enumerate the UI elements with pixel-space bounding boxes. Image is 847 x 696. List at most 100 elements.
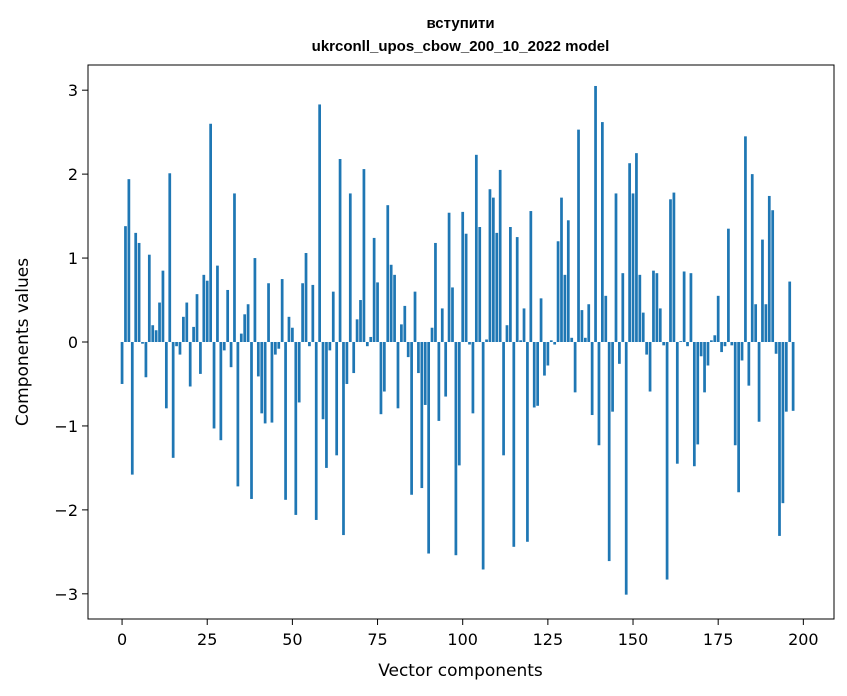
bar bbox=[727, 228, 730, 342]
x-tick-label: 25 bbox=[197, 630, 217, 649]
bar bbox=[536, 342, 540, 406]
x-tick-label: 100 bbox=[447, 630, 478, 649]
chart-title-line1: вступити bbox=[426, 15, 494, 32]
bar bbox=[744, 136, 747, 342]
bar bbox=[216, 265, 219, 342]
x-tick-label: 75 bbox=[367, 630, 387, 649]
bar bbox=[560, 197, 563, 342]
bar bbox=[454, 342, 458, 556]
bar bbox=[495, 232, 499, 342]
y-tick-label: 3 bbox=[68, 81, 78, 100]
bar bbox=[750, 174, 754, 342]
bar bbox=[147, 254, 151, 342]
bar bbox=[526, 342, 529, 542]
bar bbox=[168, 173, 172, 342]
bar bbox=[413, 291, 417, 342]
bar bbox=[604, 295, 608, 342]
bar bbox=[260, 342, 264, 414]
bar bbox=[580, 310, 584, 342]
bar bbox=[386, 205, 390, 342]
bar bbox=[485, 339, 488, 342]
bar bbox=[171, 342, 175, 458]
bar bbox=[359, 300, 362, 342]
bar bbox=[556, 241, 560, 342]
bar bbox=[451, 287, 454, 342]
bar bbox=[284, 342, 287, 500]
bar bbox=[641, 312, 645, 342]
y-tick-label: 0 bbox=[68, 333, 78, 352]
bar bbox=[209, 123, 212, 342]
bar bbox=[406, 342, 410, 358]
x-axis-label: Vector components bbox=[378, 661, 543, 681]
bar bbox=[164, 342, 168, 409]
bar bbox=[457, 342, 461, 466]
bar bbox=[345, 342, 349, 384]
bar bbox=[308, 342, 311, 347]
x-tick-label: 200 bbox=[788, 630, 819, 649]
y-tick-label: −3 bbox=[54, 585, 78, 604]
bar bbox=[331, 291, 335, 342]
bar bbox=[335, 342, 339, 456]
bar bbox=[761, 239, 764, 342]
x-axis-ticks: 0 25 50 75 100 125 150 175 200 bbox=[117, 619, 819, 649]
bar bbox=[250, 342, 253, 499]
bar bbox=[675, 342, 679, 464]
bar bbox=[502, 342, 505, 456]
bar bbox=[692, 342, 696, 467]
bar bbox=[243, 314, 247, 342]
bar bbox=[737, 342, 740, 493]
bar bbox=[393, 274, 396, 342]
bar bbox=[706, 342, 710, 366]
bar bbox=[372, 237, 376, 342]
bar bbox=[607, 342, 611, 562]
y-tick-label: 2 bbox=[68, 165, 78, 184]
bar bbox=[618, 342, 621, 364]
bar bbox=[199, 342, 202, 374]
bar bbox=[212, 342, 216, 429]
bar bbox=[672, 192, 676, 342]
bar bbox=[774, 342, 778, 354]
bar bbox=[376, 282, 379, 342]
bar bbox=[631, 193, 635, 342]
bar bbox=[144, 342, 148, 378]
bar bbox=[342, 342, 345, 536]
bar bbox=[417, 342, 420, 374]
bar bbox=[710, 340, 713, 342]
bar bbox=[498, 169, 502, 342]
bar bbox=[318, 104, 321, 342]
bar bbox=[233, 193, 236, 342]
bar bbox=[362, 169, 366, 342]
bar bbox=[120, 342, 124, 384]
bar bbox=[141, 342, 144, 344]
bar bbox=[355, 319, 359, 342]
bar bbox=[311, 284, 315, 342]
bar bbox=[655, 273, 659, 342]
bar bbox=[621, 273, 625, 342]
bar bbox=[273, 342, 277, 355]
bar bbox=[444, 342, 448, 397]
y-axis-label: Components values bbox=[13, 258, 33, 426]
bar bbox=[628, 163, 631, 342]
bar bbox=[686, 342, 689, 347]
bar bbox=[134, 232, 138, 342]
bar bbox=[270, 342, 274, 423]
bar bbox=[246, 304, 250, 342]
bar bbox=[509, 227, 512, 342]
bar bbox=[154, 330, 158, 342]
bar bbox=[689, 273, 693, 342]
bar bbox=[597, 342, 601, 446]
bar bbox=[382, 342, 386, 392]
bar bbox=[423, 342, 427, 405]
bar bbox=[573, 342, 577, 393]
bar bbox=[321, 342, 325, 420]
bar bbox=[757, 342, 761, 422]
bar bbox=[781, 342, 785, 504]
bar bbox=[195, 294, 199, 342]
bar bbox=[771, 210, 775, 342]
y-axis-ticks: −3 −2 −1 0 1 2 3 bbox=[54, 81, 88, 604]
bar bbox=[130, 342, 134, 475]
bar bbox=[601, 122, 604, 342]
bar bbox=[420, 342, 424, 489]
bar bbox=[662, 342, 666, 346]
bar bbox=[570, 337, 574, 342]
